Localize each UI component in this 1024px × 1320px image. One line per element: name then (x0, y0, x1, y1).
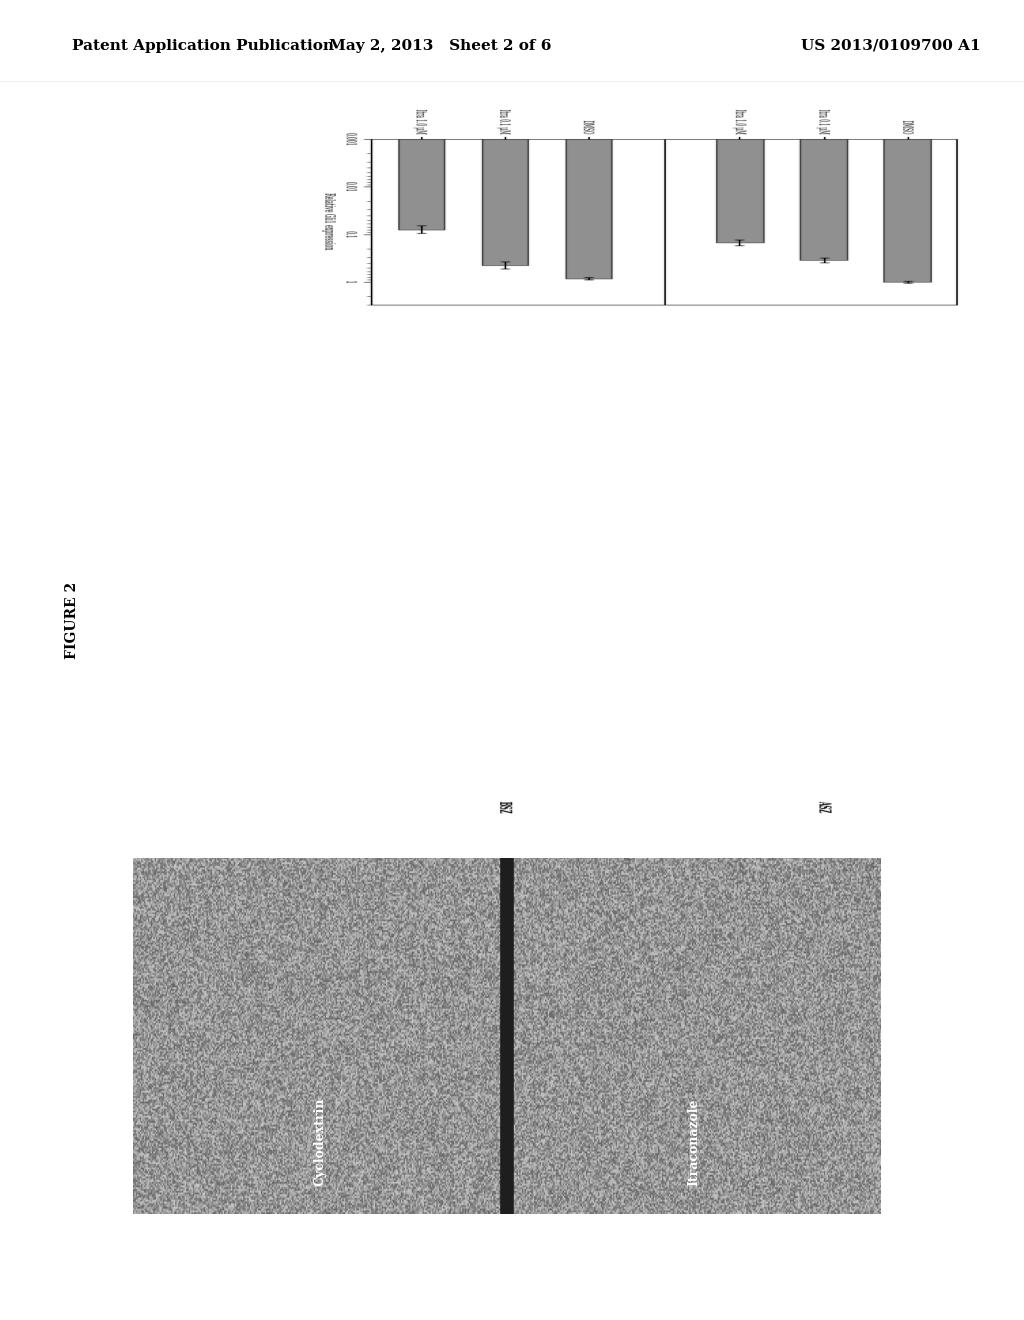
Text: FIGURE 2: FIGURE 2 (65, 582, 79, 659)
Text: Itraconazole: Itraconazole (687, 1098, 700, 1185)
Text: US 2013/0109700 A1: US 2013/0109700 A1 (801, 38, 981, 53)
Text: May 2, 2013   Sheet 2 of 6: May 2, 2013 Sheet 2 of 6 (329, 38, 552, 53)
Text: Patent Application Publication: Patent Application Publication (72, 38, 334, 53)
Text: Cyclodextrin: Cyclodextrin (313, 1097, 327, 1185)
